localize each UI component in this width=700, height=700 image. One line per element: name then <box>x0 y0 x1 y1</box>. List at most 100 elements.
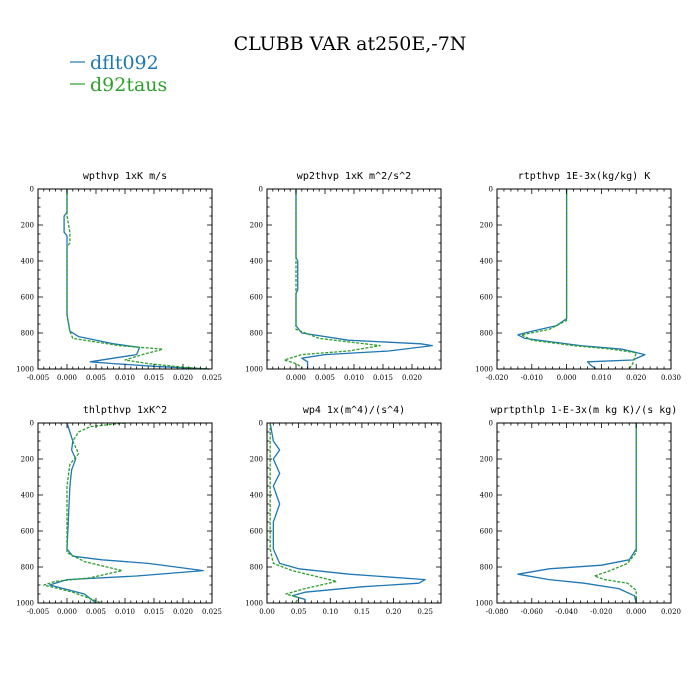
y-tick-label: 1000 <box>16 600 34 608</box>
series-line-d92taus <box>43 422 126 604</box>
y-tick-label: 1000 <box>245 366 263 374</box>
x-tick-label: -0.020 <box>590 608 612 616</box>
x-tick-label: 0.000 <box>626 608 646 616</box>
y-tick-label: 800 <box>480 330 493 338</box>
series-line-dflt092 <box>269 422 426 603</box>
plot-frame <box>266 422 442 604</box>
y-tick-label: 400 <box>21 258 34 266</box>
panel-title: wp2thvp 1xK m^2/s^2 <box>297 171 411 182</box>
panel-title: wprtpthlp 1-E-3x(m kg K)/(s kg) <box>491 405 678 416</box>
y-tick-label: 0 <box>489 186 493 194</box>
x-tick-label: 0.000 <box>57 608 77 616</box>
x-tick-label: 0.020 <box>173 608 193 616</box>
y-tick-label: 1000 <box>245 600 263 608</box>
y-tick-label: 200 <box>21 222 34 230</box>
panel-title: rtpthvp 1E-3x(kg/kg) K <box>518 171 650 182</box>
x-tick-label: 0.15 <box>354 608 370 616</box>
figure-title: CLUBB VAR at250E,-7N <box>234 33 467 55</box>
series-line-dflt092 <box>295 189 433 369</box>
y-tick-label: 1000 <box>475 366 493 374</box>
x-tick-label: 0.000 <box>57 374 77 382</box>
x-tick-label: 0.020 <box>626 374 646 382</box>
x-tick-label: 0.030 <box>661 374 681 382</box>
x-tick-label: -0.010 <box>521 374 543 382</box>
plot-frame <box>496 188 672 370</box>
panel-6: wprtpthlp 1-E-3x(m kg K)/(s kg) -0.080 -0.… <box>475 405 681 616</box>
series-line-d92taus <box>283 189 381 369</box>
x-tick-label: -0.005 <box>27 608 49 616</box>
y-tick-label: 400 <box>480 258 493 266</box>
x-tick-label: -0.080 <box>486 608 508 616</box>
y-tick-label: 200 <box>250 456 263 464</box>
x-tick-label: 0.025 <box>202 608 222 616</box>
y-tick-label: 800 <box>250 330 263 338</box>
legend-label-dflt092: dflt092 <box>90 52 159 74</box>
x-tick-label: 0.010 <box>115 374 135 382</box>
x-tick-label: -0.040 <box>555 608 577 616</box>
y-tick-label: 200 <box>480 456 493 464</box>
x-tick-label: -0.060 <box>521 608 543 616</box>
legend: dflt092 d92taus <box>70 52 167 96</box>
series-line-d92taus <box>269 423 338 604</box>
x-tick-label: 0.25 <box>417 608 433 616</box>
x-tick-label: 0.020 <box>173 374 193 382</box>
y-tick-label: 400 <box>21 492 34 500</box>
x-tick-label: 0.015 <box>373 374 393 382</box>
legend-label-d92taus: d92taus <box>90 74 167 96</box>
y-tick-label: 0 <box>259 186 263 194</box>
panel-1: wpthvp 1xK m/s -0.005 0.000 0.005 0.010 0.015… <box>16 171 222 382</box>
x-tick-label: 0.10 <box>322 608 338 616</box>
y-tick-label: 200 <box>250 222 263 230</box>
plot-frame <box>496 422 672 604</box>
series-line-dflt092 <box>48 422 204 604</box>
y-tick-label: 0 <box>30 186 34 194</box>
y-tick-label: 0 <box>489 420 493 428</box>
x-tick-label: 0.005 <box>86 608 106 616</box>
x-tick-label: 0.20 <box>386 608 402 616</box>
y-tick-label: 600 <box>480 528 493 536</box>
x-tick-label: 0.000 <box>557 374 577 382</box>
x-tick-label: 0.000 <box>286 374 306 382</box>
y-tick-label: 400 <box>250 258 263 266</box>
y-tick-label: 0 <box>30 420 34 428</box>
series-line-d92taus <box>66 189 210 370</box>
y-tick-label: 600 <box>21 528 34 536</box>
y-tick-label: 800 <box>250 564 263 572</box>
y-tick-label: 600 <box>250 528 263 536</box>
y-tick-label: 1000 <box>475 600 493 608</box>
panel-title: thlpthvp 1xK^2 <box>83 405 167 416</box>
y-tick-label: 1000 <box>16 366 34 374</box>
y-tick-label: 0 <box>259 420 263 428</box>
x-tick-label: -0.020 <box>486 374 508 382</box>
panel-title: wpthvp 1xK m/s <box>83 171 167 182</box>
panel-2: wp2thvp 1xK m^2/s^2 0.000 0.005 0.010 0.015 0… <box>245 171 442 382</box>
x-tick-label: 0.010 <box>591 374 611 382</box>
panel-title: wp4 1x(m^4)/(s^4) <box>303 405 405 416</box>
y-tick-label: 400 <box>480 492 493 500</box>
panels: wpthvp 1xK m/s-0.005 0.000 0.005 0.010 0.015… <box>16 171 681 616</box>
series-line-dflt092 <box>517 189 646 370</box>
x-tick-label: 0.010 <box>115 608 135 616</box>
y-tick-label: 400 <box>250 492 263 500</box>
x-tick-label: 0.015 <box>144 608 164 616</box>
x-tick-label: 0.00 <box>259 608 275 616</box>
series-line-dflt092 <box>63 189 210 370</box>
series-line-dflt092 <box>517 423 637 604</box>
panel-4: thlpthvp 1xK^2 -0.005 0.000 0.005 0.010 0.015… <box>16 405 222 616</box>
y-tick-label: 800 <box>21 330 34 338</box>
y-tick-label: 600 <box>480 294 493 302</box>
series-line-d92taus <box>520 189 637 370</box>
x-tick-label: 0.010 <box>344 374 364 382</box>
x-tick-label: 0.005 <box>86 374 106 382</box>
y-tick-label: 200 <box>480 222 493 230</box>
y-tick-label: 600 <box>250 294 263 302</box>
x-tick-label: 0.020 <box>402 374 422 382</box>
x-tick-label: 0.015 <box>144 374 164 382</box>
y-tick-label: 800 <box>480 564 493 572</box>
y-tick-label: 200 <box>21 456 34 464</box>
y-tick-label: 800 <box>21 564 34 572</box>
series-line-d92taus <box>593 423 637 603</box>
x-tick-label: -0.005 <box>27 374 49 382</box>
x-tick-label: 0.05 <box>291 608 307 616</box>
